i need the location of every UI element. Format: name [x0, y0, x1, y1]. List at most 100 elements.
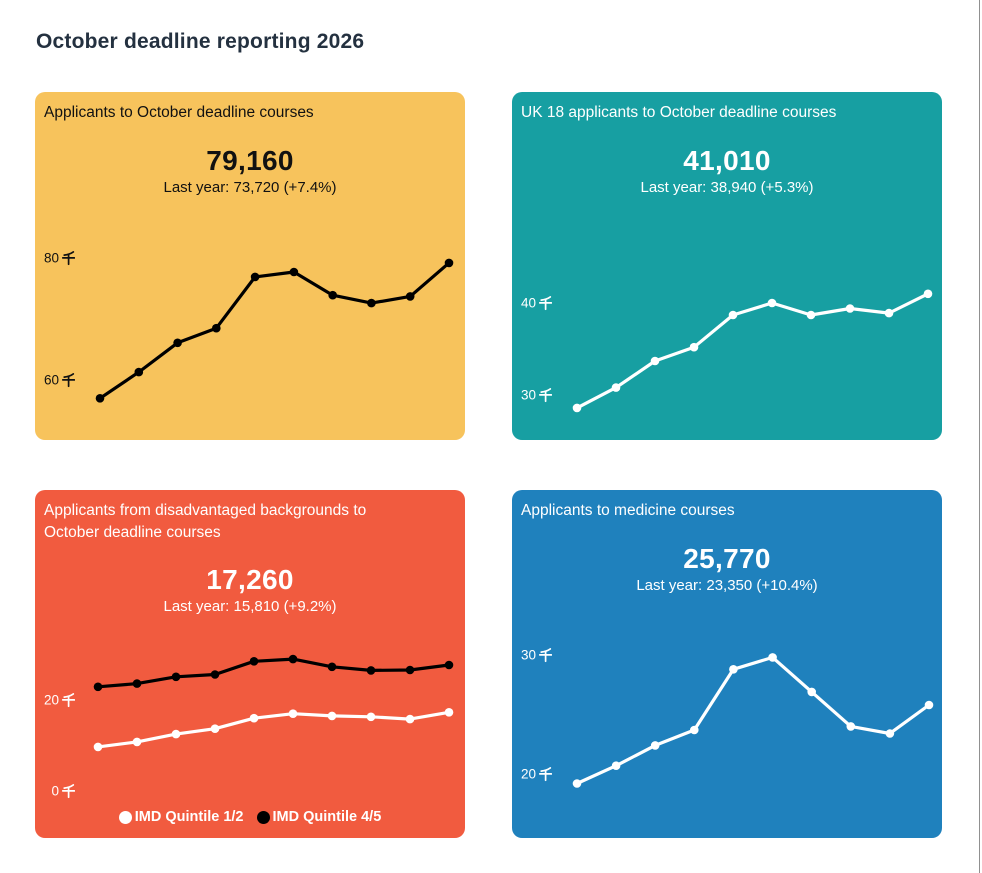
data-point-marker [212, 323, 221, 333]
legend-dot-icon [256, 810, 270, 824]
tick-value: 60 [43, 372, 59, 388]
legend-item: IMD Quintile 1/2 [118, 809, 244, 825]
window-right-border [979, 0, 980, 873]
last-year-value: Last year: 23,350 (+10.4%) [636, 576, 818, 594]
data-point-marker [884, 308, 894, 318]
data-point-marker [845, 304, 855, 313]
tick-value: 0 [51, 783, 59, 799]
data-point-marker [729, 665, 738, 674]
data-point-marker [210, 724, 220, 733]
card-title: Applicants to medicine courses [521, 502, 735, 519]
thousand-glyph [539, 767, 552, 782]
chart-legend: IMD Quintile 1/2 IMD Quintile 4/5 [35, 809, 465, 825]
y-axis-tick: 0 [37, 784, 75, 799]
data-point-marker [289, 267, 299, 277]
card-applicants-total: Applicants to October deadline courses 7… [35, 92, 465, 440]
data-point-marker [650, 741, 660, 750]
thousand-glyph [539, 648, 552, 663]
data-point-marker [328, 290, 338, 300]
data-point-marker [366, 712, 376, 722]
y-axis-tick: 80 [37, 251, 75, 266]
card-medicine-applicants: Applicants to medicine courses 25,770 La… [512, 490, 942, 838]
card-title: Applicants to October deadline courses [44, 104, 314, 121]
tick-value: 80 [43, 250, 59, 266]
last-year-value: Last year: 15,810 (+9.2%) [163, 598, 337, 616]
thousand-glyph [539, 388, 552, 403]
data-point-marker [923, 289, 933, 299]
data-point-marker [250, 272, 260, 282]
thousand-glyph [539, 296, 552, 311]
card-disadvantaged-applicants: Applicants from disadvantaged background… [35, 490, 465, 838]
y-axis-tick: 20 [514, 767, 552, 782]
data-point-marker [444, 258, 454, 268]
card-title: UK 18 applicants to October deadline cou… [521, 104, 837, 121]
data-point-marker [95, 394, 105, 403]
thousand-glyph [62, 784, 75, 799]
data-point-marker [249, 657, 259, 666]
data-point-marker [572, 779, 582, 788]
y-axis-tick: 30 [514, 648, 552, 663]
card-uk-18-applicants: UK 18 applicants to October deadline cou… [512, 92, 942, 440]
data-point-marker [572, 403, 582, 413]
thousand-glyph [62, 693, 75, 708]
data-point-marker [366, 666, 376, 675]
data-point-marker [210, 670, 220, 679]
data-point-marker [132, 737, 142, 747]
data-point-marker [173, 338, 182, 348]
data-point-marker [806, 310, 816, 320]
data-point-marker [444, 708, 454, 717]
headline-value: 25,770 [683, 542, 771, 574]
card-title: Applicants from disadvantaged background… [44, 502, 367, 541]
tick-value: 20 [520, 766, 536, 782]
data-point-marker [444, 660, 454, 670]
legend-label: IMD Quintile 4/5 [272, 809, 382, 825]
data-point-marker [611, 761, 621, 770]
data-point-marker [690, 725, 699, 735]
headline-value: 41,010 [683, 144, 771, 176]
data-point-marker [249, 713, 259, 723]
y-axis-tick: 20 [37, 693, 75, 708]
data-point-marker [134, 367, 144, 377]
y-axis-tick: 30 [514, 388, 552, 403]
data-point-marker [405, 714, 415, 724]
thousand-glyph [62, 373, 75, 388]
headline-value: 17,260 [206, 564, 294, 596]
legend-label: IMD Quintile 1/2 [134, 809, 244, 825]
data-point-marker [171, 729, 181, 739]
data-point-marker [367, 298, 376, 308]
data-point-marker [689, 342, 699, 352]
data-point-marker [650, 356, 660, 366]
legend-item: IMD Quintile 4/5 [256, 809, 382, 825]
page-title: October deadline reporting 2026 [36, 30, 365, 53]
data-point-marker [846, 722, 856, 731]
series-line [575, 292, 930, 410]
data-point-marker [171, 672, 181, 682]
data-point-marker [767, 298, 777, 308]
data-point-marker [93, 742, 103, 752]
data-point-marker [93, 682, 103, 692]
y-axis-tick: 40 [514, 296, 552, 311]
thousand-glyph [62, 251, 75, 266]
series-line [96, 657, 451, 689]
data-point-marker [288, 654, 298, 664]
tick-value: 20 [43, 692, 59, 708]
last-year-value: Last year: 73,720 (+7.4%) [163, 178, 337, 196]
series-line [96, 710, 451, 749]
data-point-marker [405, 292, 415, 301]
data-point-marker [288, 709, 298, 718]
data-point-marker [327, 662, 337, 672]
data-point-marker [611, 383, 621, 392]
y-axis-tick: 60 [37, 373, 75, 388]
data-point-marker [885, 729, 895, 738]
data-point-marker [405, 665, 415, 675]
series-line [575, 655, 931, 786]
legend-dot-icon [118, 810, 132, 824]
last-year-value: Last year: 38,940 (+5.3%) [640, 178, 814, 196]
tick-value: 30 [520, 387, 536, 403]
tick-value: 30 [520, 647, 536, 663]
data-point-marker [807, 687, 816, 697]
data-point-marker [924, 700, 934, 710]
headline-value: 79,160 [206, 144, 294, 176]
data-point-marker [728, 310, 738, 320]
data-point-marker [132, 679, 142, 688]
